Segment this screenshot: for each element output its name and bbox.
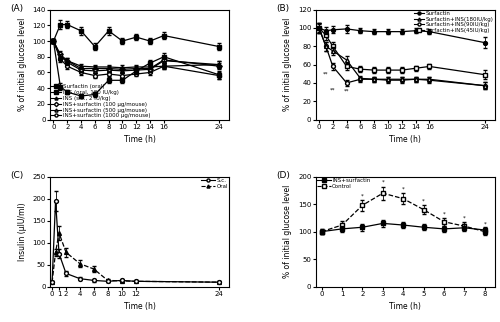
Text: *: * [484, 222, 486, 227]
Text: **: ** [330, 88, 336, 92]
Text: *: * [402, 186, 404, 192]
Y-axis label: % of initial glucose level: % of initial glucose level [284, 18, 292, 111]
X-axis label: Time (h): Time (h) [390, 135, 421, 144]
Text: (A): (A) [10, 4, 24, 13]
Text: (D): (D) [276, 171, 290, 180]
Text: *: * [382, 180, 384, 185]
X-axis label: Time (h): Time (h) [124, 135, 156, 144]
Text: *: * [422, 199, 425, 204]
Text: **: ** [323, 72, 328, 77]
X-axis label: Time (h): Time (h) [390, 302, 421, 311]
Text: (B): (B) [276, 4, 289, 13]
Text: *: * [361, 193, 364, 198]
Y-axis label: % of initial glucose level: % of initial glucose level [18, 18, 27, 111]
Legend: S.c., Oral: S.c., Oral [202, 178, 228, 189]
Text: **: ** [344, 89, 350, 93]
Legend: Surfactin (oral), INS (oral, 180 IU/kg), INS (s.c., 2 IU/kg), INS+surfactin (100: Surfactin (oral), INS (oral, 180 IU/kg),… [51, 84, 150, 118]
Text: *: * [463, 216, 466, 221]
Text: *: * [442, 211, 446, 216]
X-axis label: Time (h): Time (h) [124, 302, 156, 311]
Text: (C): (C) [10, 171, 24, 180]
Y-axis label: % of initial glucose level: % of initial glucose level [284, 185, 292, 278]
Legend: Surfactin, Surfactin+INS(180IU/kg), Surfactin+INS(90IU/kg), Surfactin+INS(45IU/k: Surfactin, Surfactin+INS(180IU/kg), Surf… [414, 11, 494, 33]
Legend: INS+surfactin, Control: INS+surfactin, Control [316, 178, 370, 189]
Y-axis label: Insulin (μIU/ml): Insulin (μIU/ml) [18, 202, 27, 261]
